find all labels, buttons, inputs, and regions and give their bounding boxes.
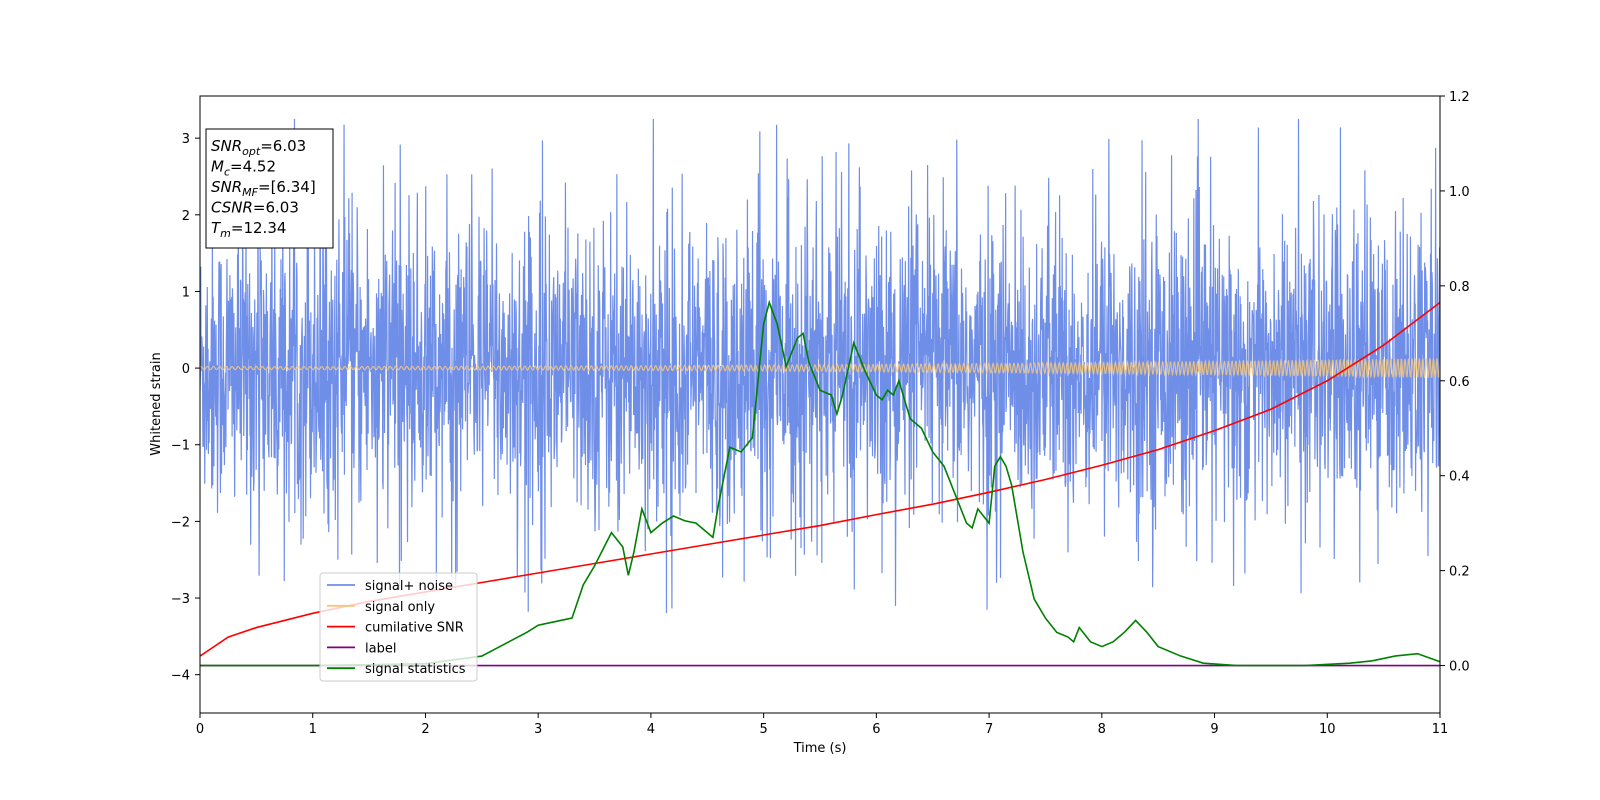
x-tick-label: 7 — [985, 722, 993, 737]
y-tick-label: 0 — [182, 362, 190, 377]
axes: 0 1 2 3 4 5 6 7 8 9 10 11 −4 −3 −2 −1 0 1 2 3 0.0 0.2 0.4 0.6 0.… — [171, 90, 1470, 737]
x-tick-label: 0 — [196, 722, 204, 737]
y2-tick-label: 0.6 — [1449, 375, 1470, 390]
x-tick-label: 11 — [1432, 722, 1449, 737]
series-signal-statistics — [200, 299, 1440, 667]
legend-frame — [319, 572, 478, 682]
annotation-line: SNRopt=6.03 — [211, 137, 306, 158]
annotation-line: SNRMF=[6.34] — [211, 178, 316, 199]
y-tick-label: 3 — [182, 132, 190, 147]
y-tick-label: −3 — [171, 592, 190, 607]
y2-tick-label: 1.0 — [1449, 185, 1470, 200]
y2-tick-label: 0.2 — [1449, 565, 1470, 580]
legend-label: signal+ noise — [365, 579, 453, 594]
annotation-frame — [205, 128, 334, 249]
x-tick-label: 10 — [1319, 722, 1336, 737]
legend-label: signal statistics — [365, 662, 466, 677]
series-signal-only — [200, 357, 1440, 380]
annotation-line: Tm=12.34 — [211, 219, 286, 240]
x-tick-label: 3 — [534, 722, 542, 737]
x-tick-label: 5 — [759, 722, 767, 737]
x-tick-label: 2 — [421, 722, 429, 737]
x-tick-label: 4 — [647, 722, 655, 737]
y2-tick-label: 0.0 — [1449, 660, 1470, 675]
y2-tick-label: 1.2 — [1449, 90, 1470, 105]
x-tick-label: 1 — [309, 722, 317, 737]
y-axis-title: Whitened strain — [149, 352, 164, 455]
legend-label: label — [365, 641, 396, 656]
x-tick-label: 9 — [1210, 722, 1218, 737]
legend: signal+ noise signal only cumilative SNR la… — [319, 572, 478, 682]
x-axis-title: Time (s) — [793, 741, 847, 756]
series-signal-noise — [200, 118, 1440, 614]
x-tick-label: 6 — [872, 722, 880, 737]
annotation-line: CSNR=6.03 — [211, 199, 299, 217]
annotation-line: Mc=4.52 — [211, 158, 276, 179]
y-tick-label: −4 — [171, 669, 190, 684]
y-tick-label: −1 — [171, 439, 190, 454]
y2-tick-label: 0.4 — [1449, 470, 1470, 485]
y-tick-label: 1 — [182, 285, 190, 300]
y-tick-label: 2 — [182, 209, 190, 224]
legend-label: signal only — [365, 600, 435, 615]
y2-tick-label: 0.8 — [1449, 280, 1470, 295]
legend-label: cumilative SNR — [365, 621, 464, 636]
plot-frame — [199, 95, 1441, 714]
x-tick-label: 8 — [1098, 722, 1106, 737]
y-tick-label: −2 — [171, 515, 190, 530]
